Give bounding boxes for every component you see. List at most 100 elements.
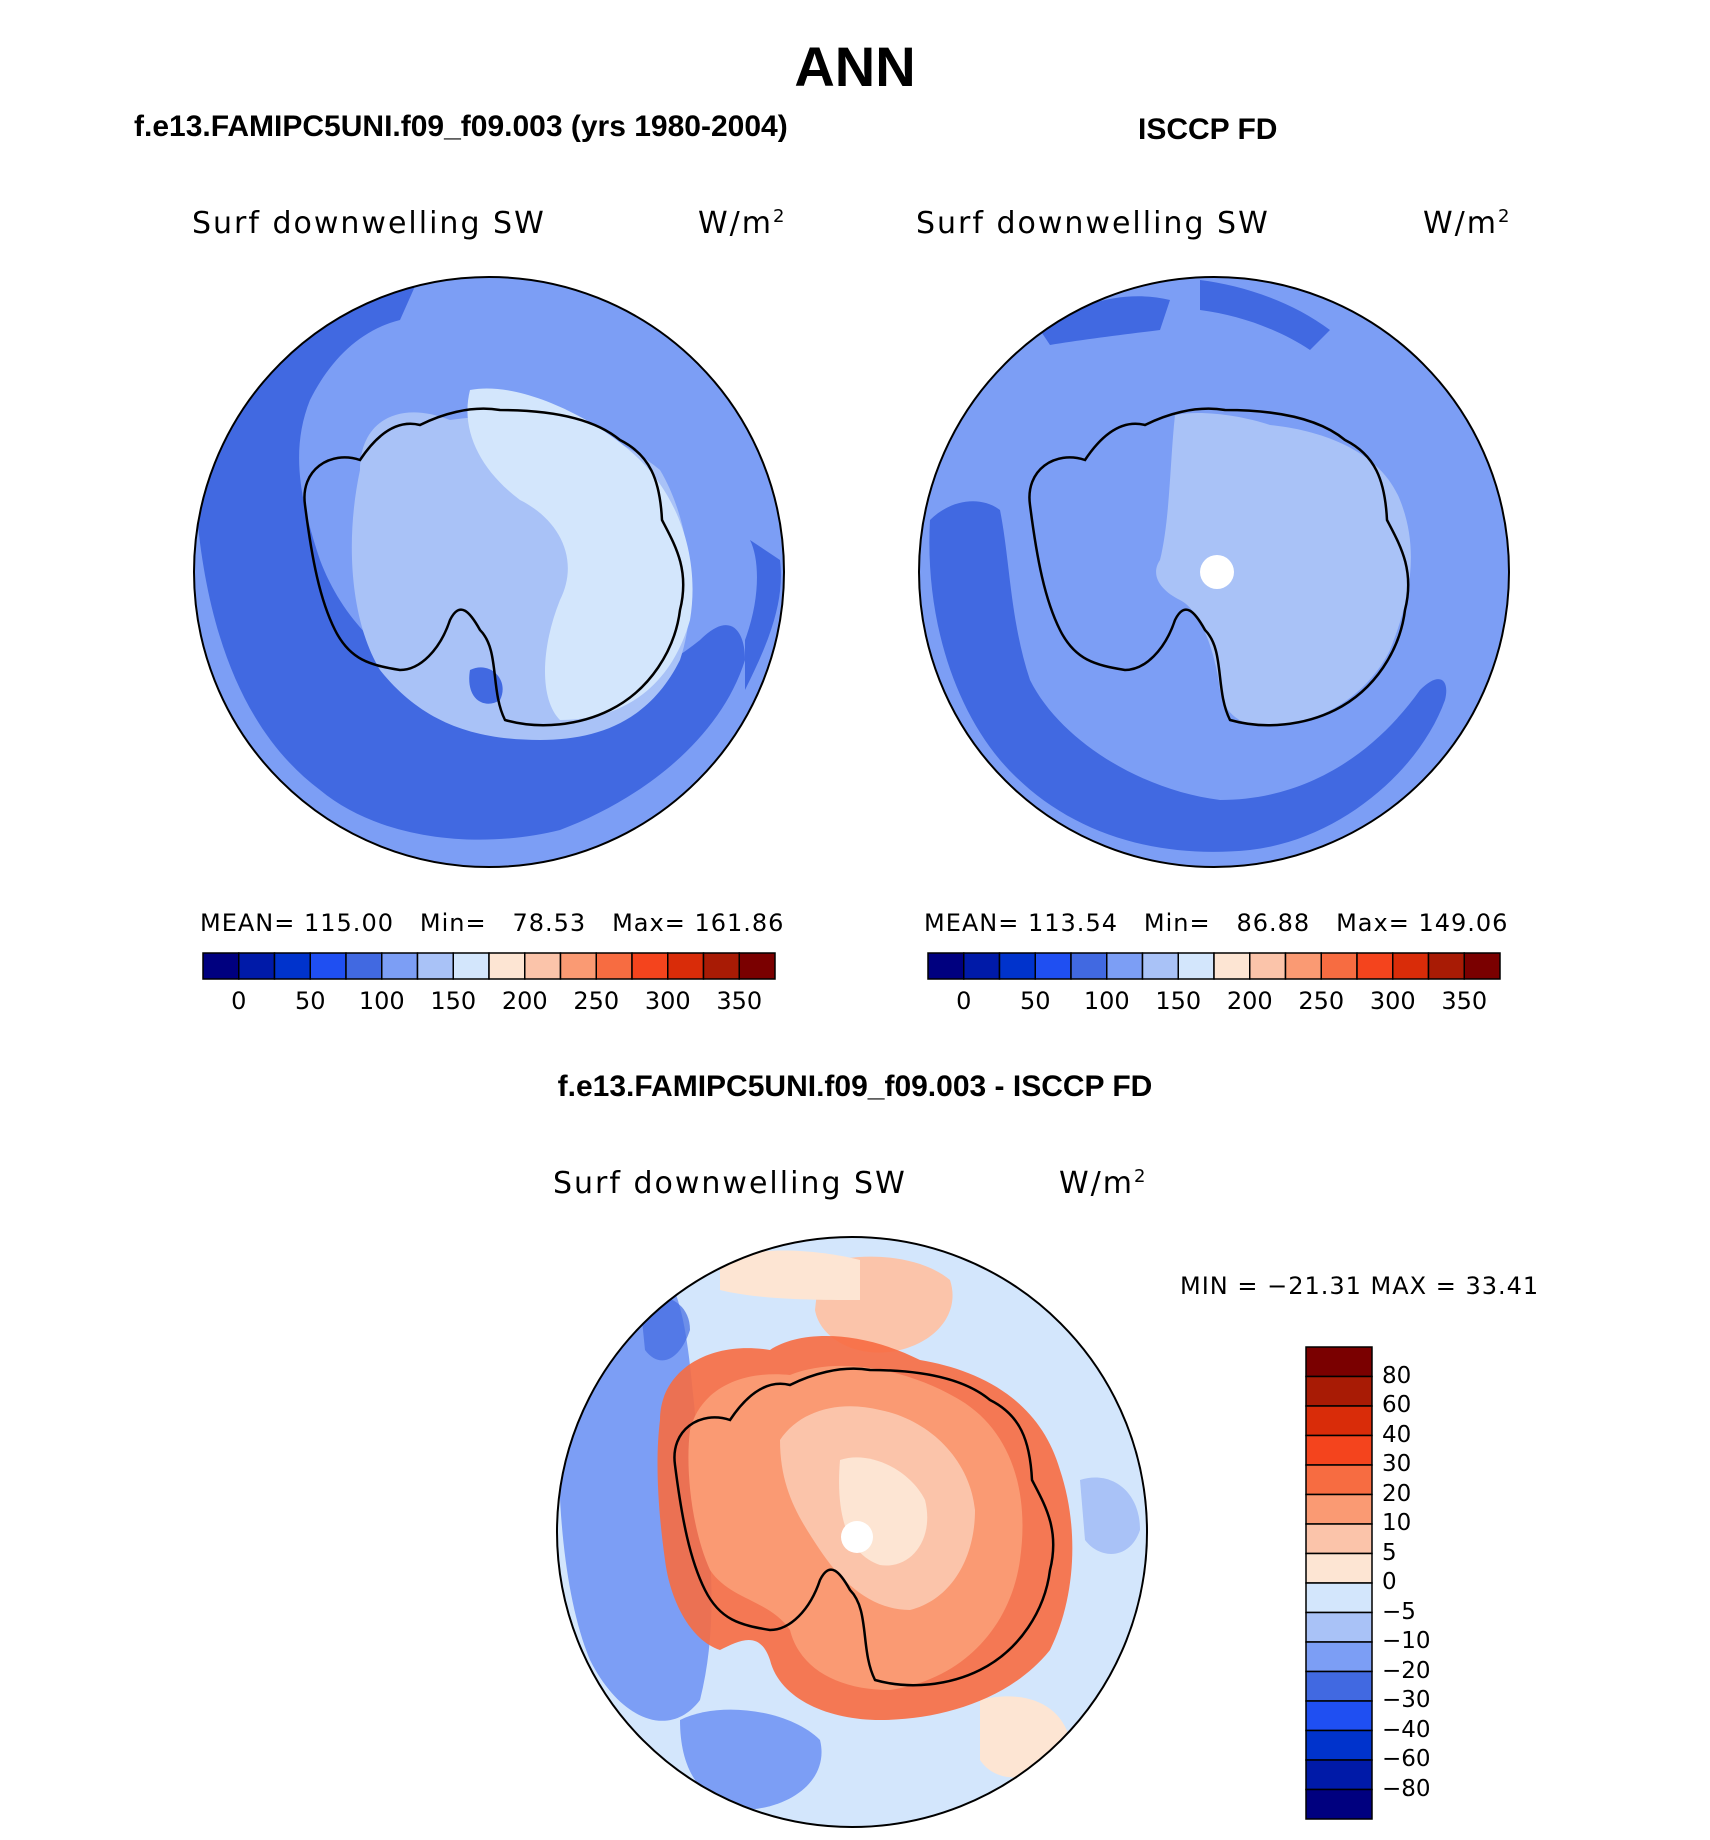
colorbar-swatch: [1305, 1759, 1373, 1791]
colorbar-tick-label: 100: [1083, 987, 1130, 1015]
panel1-stats: MEAN= 115.00 Min= 78.53 Max= 161.86: [200, 909, 785, 937]
difference-minmax: MIN = −21.31 MAX = 33.41: [1180, 1272, 1540, 1300]
colorbar-swatch: [631, 952, 669, 980]
panel1-variable: Surf downwelling SW: [192, 206, 546, 241]
panel2-stats: MEAN= 113.54 Min= 86.88 Max= 149.06: [924, 909, 1509, 937]
colorbar-tick-label: 250: [573, 987, 620, 1015]
colorbar-swatch: [559, 952, 597, 980]
colorbar-swatch: [927, 952, 965, 980]
difference-map-border: [556, 1236, 1148, 1828]
colorbar-swatch: [1305, 1552, 1373, 1584]
main-title: ANN: [794, 35, 916, 98]
colorbar-tick-label: 20: [1382, 1480, 1412, 1507]
difference-coastline: [673, 1367, 1055, 1687]
colorbar-swatch: [702, 952, 740, 980]
colorbar-swatch: [1213, 952, 1251, 980]
difference-colorbar: [1305, 1346, 1373, 1820]
colorbar-tick-label: −80: [1382, 1775, 1431, 1802]
colorbar-swatch: [238, 952, 276, 980]
colorbar-swatch: [1305, 1523, 1373, 1555]
colorbar-tick-label: 350: [1441, 987, 1488, 1015]
colorbar-swatch: [452, 952, 490, 980]
colorbar-swatch: [667, 952, 705, 980]
colorbar-tick-label: 150: [1155, 987, 1202, 1015]
colorbar-swatch: [1106, 952, 1144, 980]
difference-variable: Surf downwelling SW: [553, 1166, 907, 1201]
panel1-case-title: f.e13.FAMIPC5UNI.f09_f09.003 (yrs 1980-2…: [134, 110, 788, 143]
colorbar-swatch: [488, 952, 526, 980]
colorbar-tick-label: 300: [1369, 987, 1416, 1015]
difference-units: W/m2: [1059, 1166, 1148, 1201]
colorbar-tick-label: 50: [294, 987, 326, 1015]
colorbar-swatch: [1305, 1346, 1373, 1378]
colorbar-tick-label: 350: [716, 987, 763, 1015]
colorbar-swatch: [998, 952, 1036, 980]
colorbar-tick-label: 0: [1382, 1569, 1397, 1595]
colorbar-swatch: [1305, 1611, 1373, 1643]
panel1-coastline: [303, 407, 685, 727]
panel2-map: [919, 277, 1509, 867]
colorbar-swatch: [309, 952, 347, 980]
colorbar-swatch: [1305, 1582, 1373, 1614]
colorbar-tick-label: 50: [1019, 987, 1051, 1015]
colorbar-swatch: [1305, 1405, 1373, 1437]
colorbar-tick-label: 30: [1382, 1451, 1412, 1477]
panel2-colorbar: [927, 952, 1501, 980]
colorbar-swatch: [416, 952, 454, 980]
panel1-colorbar: [202, 952, 776, 980]
colorbar-swatch: [1305, 1670, 1373, 1702]
colorbar-swatch: [1305, 1700, 1373, 1732]
colorbar-swatch: [1305, 1434, 1373, 1466]
colorbar-swatch: [524, 952, 562, 980]
colorbar-swatch: [1305, 1729, 1373, 1761]
colorbar-tick-label: 200: [501, 987, 548, 1015]
colorbar-swatch: [273, 952, 311, 980]
colorbar-swatch: [1070, 952, 1108, 980]
colorbar-swatch: [202, 952, 240, 980]
difference-map: [557, 1237, 1147, 1827]
colorbar-tick-label: −40: [1382, 1716, 1431, 1743]
colorbar-tick-label: 80: [1382, 1362, 1412, 1389]
colorbar-tick-label: 60: [1382, 1392, 1412, 1418]
colorbar-tick-label: −30: [1382, 1687, 1431, 1713]
panel2-variable: Surf downwelling SW: [916, 206, 1270, 241]
colorbar-tick-label: 0: [956, 987, 972, 1015]
colorbar-tick-label: −10: [1382, 1628, 1431, 1654]
colorbar-tick-label: 10: [1382, 1510, 1412, 1536]
colorbar-tick-label: −5: [1382, 1598, 1416, 1625]
panel2-case-title: ISCCP FD: [1138, 113, 1278, 146]
colorbar-tick-label: 40: [1382, 1421, 1412, 1448]
colorbar-swatch: [1034, 952, 1072, 980]
colorbar-swatch: [1427, 952, 1465, 980]
panel1-map: [194, 277, 784, 867]
panel2-units: W/m2: [1423, 206, 1512, 241]
colorbar-swatch: [1284, 952, 1322, 980]
colorbar-swatch: [1356, 952, 1394, 980]
colorbar-swatch: [1177, 952, 1215, 980]
colorbar-swatch: [738, 952, 776, 980]
colorbar-tick-label: 0: [231, 987, 247, 1015]
colorbar-tick-label: 150: [430, 987, 477, 1015]
colorbar-tick-label: 5: [1382, 1539, 1397, 1566]
colorbar-swatch: [1463, 952, 1501, 980]
panel2-coastline: [1028, 407, 1410, 727]
colorbar-tick-label: 100: [358, 987, 405, 1015]
colorbar-swatch: [1320, 952, 1358, 980]
colorbar-swatch: [1305, 1641, 1373, 1673]
colorbar-swatch: [963, 952, 1001, 980]
difference-title: f.e13.FAMIPC5UNI.f09_f09.003 - ISCCP FD: [557, 1070, 1153, 1103]
colorbar-swatch: [381, 952, 419, 980]
colorbar-tick-label: 200: [1226, 987, 1273, 1015]
colorbar-tick-label: −20: [1382, 1657, 1431, 1684]
colorbar-tick-label: −60: [1382, 1746, 1431, 1772]
colorbar-swatch: [1305, 1375, 1373, 1407]
colorbar-swatch: [1305, 1493, 1373, 1525]
colorbar-tick-label: 250: [1298, 987, 1345, 1015]
colorbar-tick-label: 300: [644, 987, 691, 1015]
colorbar-swatch: [1141, 952, 1179, 980]
colorbar-swatch: [1305, 1788, 1373, 1820]
panel1-units: W/m2: [698, 206, 787, 241]
panel2-map-border: [918, 276, 1510, 868]
panel1-map-border: [193, 276, 785, 868]
